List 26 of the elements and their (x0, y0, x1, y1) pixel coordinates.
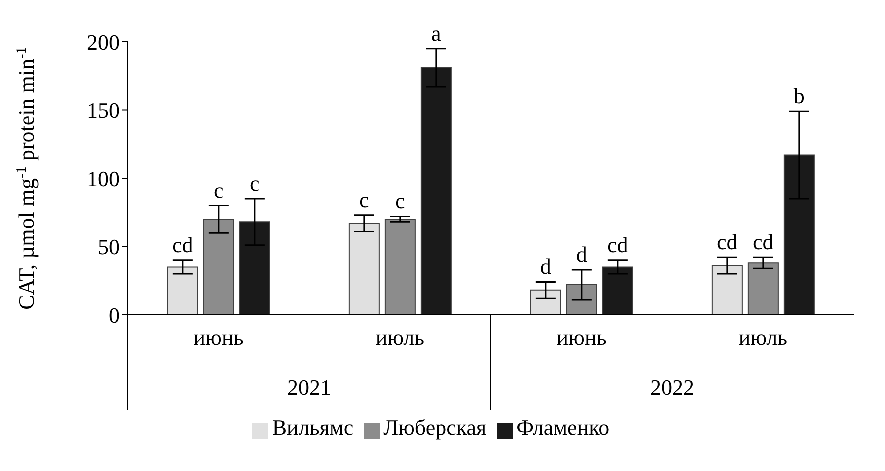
x-tick-label: июль (738, 325, 788, 350)
x-tick-label: июнь (556, 325, 607, 350)
data-label: a (432, 20, 442, 46)
y-tick-label: 150 (87, 98, 120, 124)
y-tick-label: 200 (87, 30, 120, 55)
data-label: c (250, 170, 260, 196)
text: 2022 (650, 375, 694, 400)
data-label: cd (753, 230, 774, 255)
data-label: c (396, 188, 406, 214)
x-tick-label: июль (376, 325, 425, 350)
y-tick-label: 0 (109, 302, 120, 328)
data-label: d (540, 254, 552, 280)
y-tick-label: 100 (87, 166, 120, 192)
data-label: cd (608, 232, 628, 258)
legend-label: Фламенко (516, 415, 610, 440)
data-label: b (794, 84, 805, 109)
data-label: cd (717, 230, 738, 255)
text: 2021 (288, 375, 332, 400)
x-tick-label: июнь (194, 325, 244, 350)
data-label: cd (172, 232, 194, 258)
legend-label: Вильямс (272, 415, 354, 440)
data-label: d (576, 242, 588, 267)
data-label: c (360, 187, 370, 212)
y-tick-label: 50 (98, 234, 120, 260)
data-label: c (214, 178, 224, 203)
legend-label: Люберская (384, 415, 487, 440)
